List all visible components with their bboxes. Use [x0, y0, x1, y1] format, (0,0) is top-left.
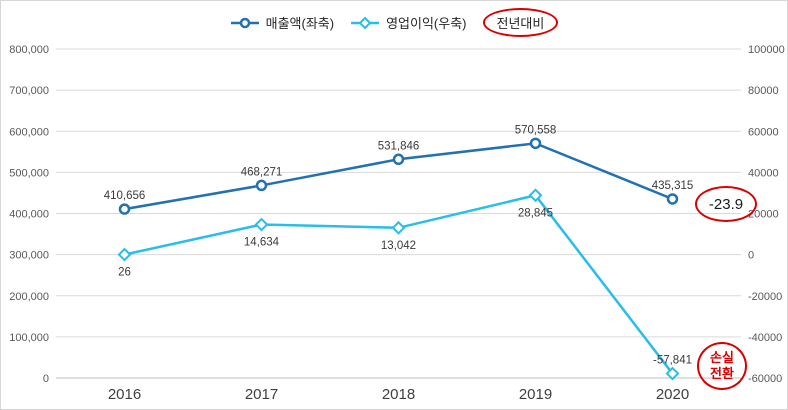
revenue-line	[124, 142, 673, 211]
revenue-legend-marker-icon	[230, 17, 259, 28]
profit-marker	[665, 366, 680, 381]
revenue-data-label: 531,846	[378, 140, 420, 152]
profit-marker	[117, 247, 132, 262]
y-axis-tick-right: 20000	[748, 209, 779, 221]
y-axis-tick-left: 700,000	[9, 85, 49, 97]
profit-data-label: -57,841	[653, 355, 692, 367]
revenue-marker	[529, 137, 542, 150]
y-axis-tick-left: 200,000	[9, 291, 49, 303]
annotation-loss-line1: 손실	[710, 350, 734, 366]
chart-legend: 매출액(좌축) 영업이익(우축) 전년대비	[1, 8, 787, 37]
y-axis-tick-left: 400,000	[9, 209, 49, 221]
profit-marker	[528, 188, 543, 203]
x-axis-label: 2019	[519, 386, 552, 403]
y-axis-tick-left: 0	[43, 373, 49, 385]
profit-legend-marker-icon	[351, 16, 380, 29]
revenue-marker	[392, 153, 405, 166]
y-axis-tick-left: 500,000	[9, 167, 49, 179]
profit-data-label: 26	[118, 267, 131, 279]
annotation-yoy-value: -23.9	[695, 186, 757, 222]
y-axis-tick-right: -20000	[748, 291, 782, 303]
x-axis-label: 2017	[245, 386, 278, 403]
profit-marker	[391, 220, 406, 235]
y-axis-tick-left: 300,000	[9, 250, 49, 262]
revenue-marker	[118, 203, 131, 215]
profit-data-label: 13,042	[381, 240, 416, 252]
legend-label-revenue: 매출액(좌축)	[265, 16, 335, 31]
annotation-loss-line2: 전환	[710, 366, 734, 381]
y-axis-tick-right: 100000	[748, 44, 785, 56]
revenue-data-label: 468,271	[241, 166, 283, 178]
profit-marker	[254, 217, 269, 232]
legend-item-revenue[interactable]: 매출액(좌축)	[230, 13, 334, 32]
annotation-yoy-text: -23.9	[708, 195, 744, 213]
revenue-data-label: 570,558	[515, 124, 557, 136]
profit-data-label: 14,634	[244, 237, 280, 249]
revenue-marker	[255, 179, 268, 192]
revenue-data-label: 435,315	[652, 180, 694, 192]
y-axis-tick-left: 600,000	[9, 126, 49, 138]
y-axis-tick-right: 40000	[748, 167, 779, 179]
x-axis-label: 2020	[656, 386, 689, 403]
y-axis-tick-left: 800,000	[9, 44, 49, 56]
revenue-data-label: 410,656	[104, 190, 146, 202]
annotation-loss-badge: 손실 전환	[697, 342, 747, 390]
legend-label-profit: 영업이익(우축)	[386, 16, 467, 31]
y-axis-tick-right: 0	[748, 250, 754, 262]
y-axis-tick-left: 100,000	[9, 332, 49, 344]
y-axis-tick-right: -40000	[748, 332, 782, 344]
legend-yoy-badge: 전년대비	[482, 8, 559, 37]
x-axis-label: 2016	[108, 386, 141, 403]
profit-data-label: 28,845	[518, 207, 553, 219]
y-axis-tick-right: 80000	[748, 85, 779, 97]
y-axis-tick-right: -60000	[748, 373, 782, 385]
legend-item-profit[interactable]: 영업이익(우축)	[350, 13, 467, 32]
revenue-marker	[666, 193, 679, 205]
y-axis-tick-right: 60000	[748, 126, 779, 138]
x-axis-label: 2018	[382, 386, 415, 403]
